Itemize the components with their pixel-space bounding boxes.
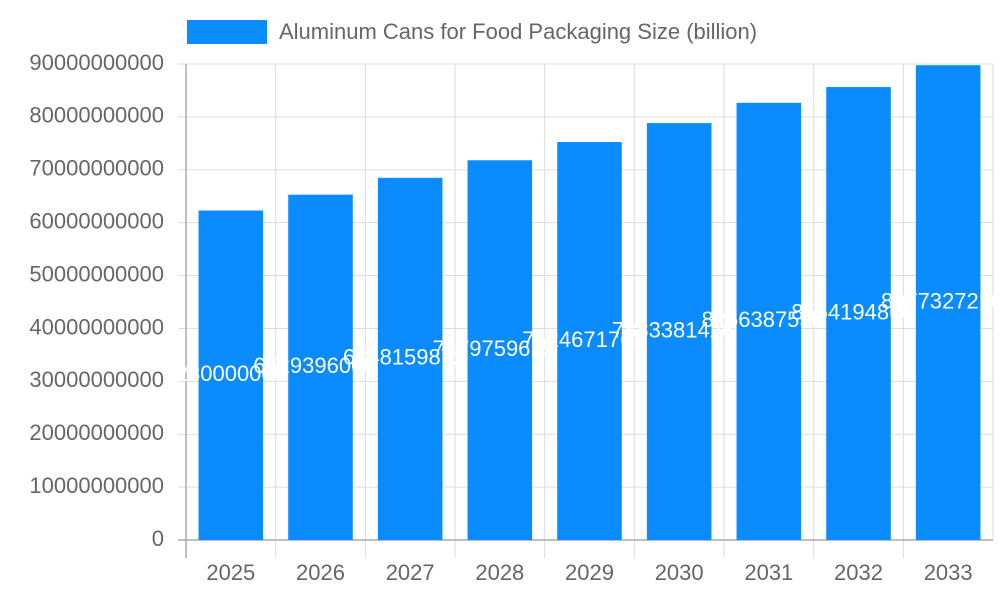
value-label: 68481598720 (343, 345, 478, 370)
bar (288, 194, 353, 541)
value-label: 71797596150 (433, 336, 568, 361)
legend-label: Aluminum Cans for Food Packaging Size (b… (279, 19, 757, 44)
x-tick-label: 2028 (475, 560, 524, 585)
x-tick-label: 2032 (834, 560, 883, 585)
x-tick-label: 2030 (655, 560, 704, 585)
x-tick-label: 2026 (296, 560, 345, 585)
bar (557, 142, 622, 540)
bar (915, 65, 981, 541)
bar (377, 177, 443, 541)
y-tick-label: 40000000000 (29, 314, 164, 339)
y-tick-label: 60000000000 (29, 208, 164, 233)
value-label: 82663875500 (702, 307, 837, 332)
value-label: 65293960000 (253, 353, 388, 378)
bar (467, 160, 533, 540)
y-tick-label: 50000000000 (29, 261, 164, 286)
y-tick-label: 0 (152, 526, 164, 551)
y-tick-label: 90000000000 (29, 50, 164, 75)
x-tick-label: 2027 (386, 560, 435, 585)
bar (826, 87, 891, 540)
y-tick-label: 30000000000 (29, 367, 164, 392)
x-tick-label: 2033 (924, 560, 973, 585)
value-label: 62300000000 (164, 361, 299, 386)
y-tick-label: 80000000000 (29, 103, 164, 128)
value-label: 78833814260 (612, 317, 747, 342)
value-label: 85641948600 (791, 299, 926, 324)
x-tick-label: 2029 (565, 560, 614, 585)
y-tick-label: 20000000000 (29, 420, 164, 445)
x-tick-label: 2025 (206, 560, 255, 585)
bar (198, 210, 264, 540)
legend-swatch (187, 20, 267, 44)
y-tick-label: 70000000000 (29, 156, 164, 181)
bar (646, 123, 712, 541)
value-label: 75246717630 (522, 327, 657, 352)
y-tick-label: 10000000000 (29, 473, 164, 498)
x-tick-label: 2031 (744, 560, 793, 585)
bar (736, 102, 802, 540)
value-label: 89773272100 (881, 288, 1000, 313)
